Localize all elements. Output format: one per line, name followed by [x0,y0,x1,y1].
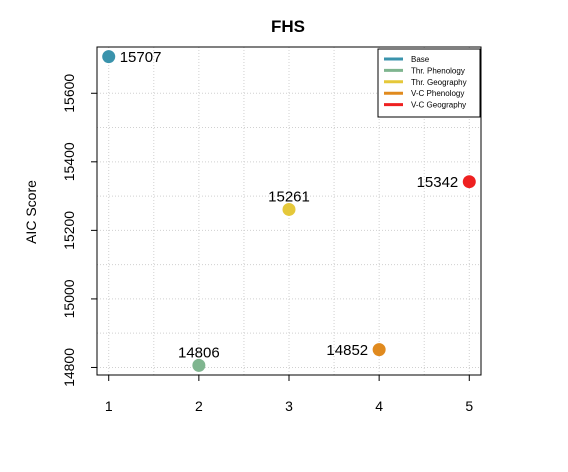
y-tick-label: 15000 [61,279,77,318]
x-tick-label: 5 [465,398,473,414]
y-tick-label: 15200 [61,211,77,250]
data-point [462,175,476,189]
y-tick-label: 15600 [61,74,77,113]
data-point [372,343,386,357]
x-tick-label: 2 [195,398,203,414]
data-points: 15707 14806 15261 14852 15342 [102,49,476,372]
legend: Base Thr. Phenology Thr. Geography V-C Phen… [377,48,481,118]
legend-label: Thr. Geography [411,78,467,87]
y-axis-title: AIC Score [23,180,39,244]
data-label: 15342 [417,174,459,191]
legend-label: Base [411,55,430,64]
data-label: 15707 [120,49,162,66]
legend-label: V-C Phenology [411,89,464,98]
data-point [282,202,296,216]
y-tick-label: 15400 [61,142,77,181]
axes: 1 2 3 4 5 14800 15000 15200 15400 15600 [61,74,473,414]
data-point [102,50,116,64]
x-tick-label: 4 [375,398,383,414]
chart-title: FHS [271,17,305,36]
legend-label: Thr. Phenology [411,66,465,75]
data-label: 14806 [178,344,220,361]
data-label: 15261 [268,188,310,205]
legend-label: V-C Geography [411,101,466,110]
x-tick-label: 3 [285,398,293,414]
data-label: 14852 [326,342,368,359]
x-tick-label: 1 [105,398,113,414]
y-tick-label: 14800 [61,348,77,387]
data-point [192,358,206,372]
